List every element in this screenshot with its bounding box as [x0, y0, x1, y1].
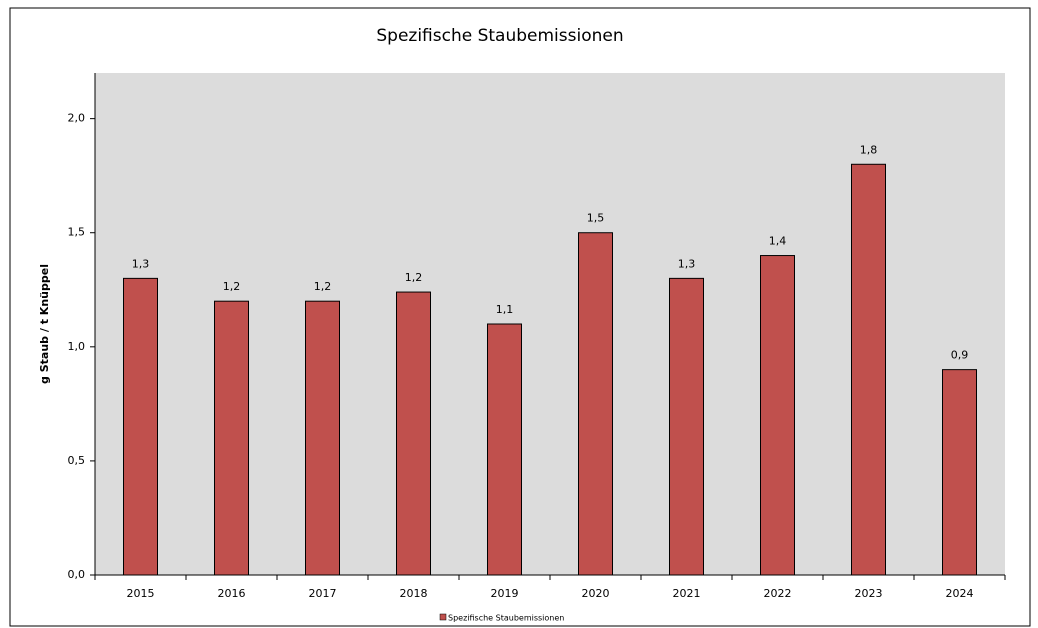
data-label: 1,2	[405, 271, 423, 284]
y-tick-label: 2,0	[68, 112, 86, 125]
bar	[942, 369, 977, 576]
y-tick-label: 1,0	[68, 340, 86, 353]
bar	[487, 323, 522, 576]
chart-title: Spezifische Staubemissionen	[376, 26, 623, 46]
data-label: 1,1	[496, 303, 514, 316]
legend-swatch	[439, 613, 447, 621]
bar	[578, 232, 613, 576]
bar	[851, 163, 886, 576]
x-tick-label: 2021	[673, 587, 701, 600]
data-label: 1,3	[678, 257, 696, 270]
x-tick-label: 2016	[218, 587, 246, 600]
data-label: 0,9	[951, 349, 969, 362]
bar	[760, 255, 795, 576]
data-label: 1,2	[314, 280, 332, 293]
y-tick-label: 0,5	[68, 454, 86, 467]
data-label: 1,5	[587, 212, 605, 225]
x-tick-label: 2019	[491, 587, 519, 600]
y-tick-label: 1,5	[68, 226, 86, 239]
data-label: 1,2	[223, 280, 241, 293]
y-axis-label: g Staub / t Knüppel	[38, 264, 51, 384]
data-label: 1,4	[769, 235, 787, 248]
x-tick-label: 2023	[855, 587, 883, 600]
x-tick-label: 2017	[309, 587, 337, 600]
x-tick-label: 2022	[764, 587, 792, 600]
bar	[396, 291, 431, 576]
bar	[669, 277, 704, 576]
data-label: 1,8	[860, 143, 878, 156]
bar	[305, 300, 340, 576]
bar	[214, 300, 249, 576]
x-tick-label: 2015	[127, 587, 155, 600]
y-tick-label: 0,0	[68, 568, 86, 581]
legend-label: Spezifische Staubemissionen	[448, 614, 564, 623]
x-tick-label: 2020	[582, 587, 610, 600]
x-tick-label: 2018	[400, 587, 428, 600]
bar	[123, 277, 158, 576]
x-tick-label: 2024	[946, 587, 974, 600]
data-label: 1,3	[132, 257, 150, 270]
